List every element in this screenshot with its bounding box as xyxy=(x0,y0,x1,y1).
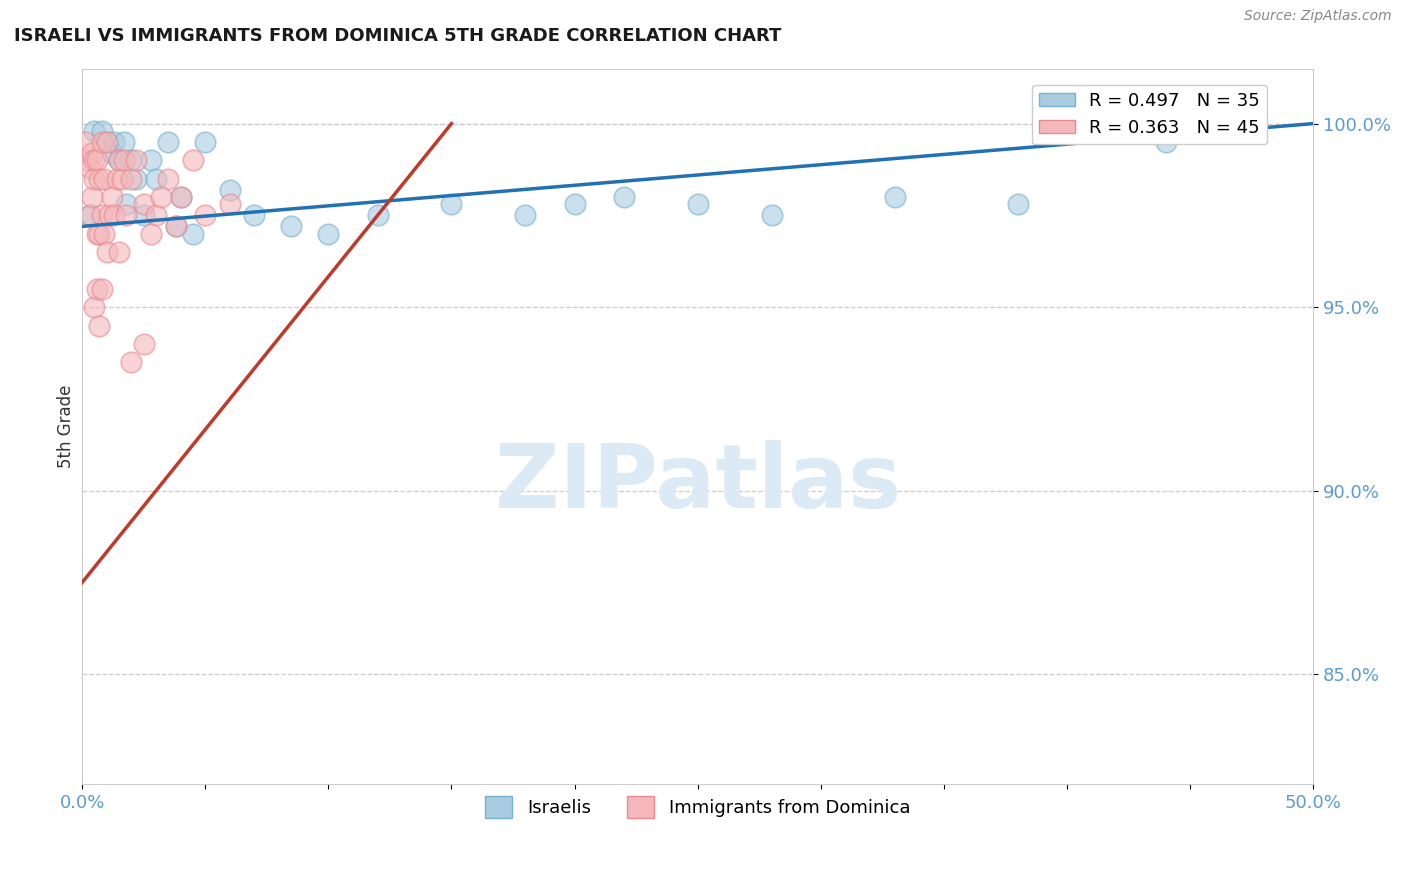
Point xyxy=(93,227,115,241)
Point xyxy=(90,208,112,222)
Point xyxy=(149,190,172,204)
Point xyxy=(96,135,118,149)
Point xyxy=(79,161,101,175)
Point xyxy=(181,227,204,241)
Point xyxy=(98,208,121,222)
Point xyxy=(157,135,180,149)
Point xyxy=(83,300,105,314)
Point xyxy=(165,219,187,234)
Point xyxy=(83,124,105,138)
Point xyxy=(120,171,142,186)
Point xyxy=(125,171,148,186)
Point xyxy=(125,153,148,168)
Text: Source: ZipAtlas.com: Source: ZipAtlas.com xyxy=(1244,9,1392,23)
Y-axis label: 5th Grade: 5th Grade xyxy=(58,384,75,468)
Point xyxy=(613,190,636,204)
Point xyxy=(96,245,118,260)
Point xyxy=(761,208,783,222)
Point xyxy=(169,190,191,204)
Point xyxy=(100,190,122,204)
Point xyxy=(515,208,537,222)
Point xyxy=(1080,124,1102,138)
Point xyxy=(367,208,389,222)
Point xyxy=(112,153,135,168)
Point xyxy=(1007,197,1029,211)
Point xyxy=(79,208,101,222)
Point xyxy=(79,208,101,222)
Point xyxy=(132,197,155,211)
Point xyxy=(112,135,135,149)
Point xyxy=(1204,124,1226,138)
Point xyxy=(139,153,162,168)
Point xyxy=(110,171,132,186)
Text: ZIPatlas: ZIPatlas xyxy=(495,441,901,527)
Point xyxy=(157,171,180,186)
Point xyxy=(145,171,167,186)
Point xyxy=(80,145,103,160)
Point xyxy=(218,183,240,197)
Point xyxy=(100,145,122,160)
Point xyxy=(89,318,111,333)
Point xyxy=(76,153,98,168)
Point xyxy=(89,171,111,186)
Point xyxy=(86,227,108,241)
Point xyxy=(115,197,138,211)
Point xyxy=(686,197,709,211)
Point xyxy=(120,355,142,369)
Point xyxy=(243,208,266,222)
Point xyxy=(194,135,217,149)
Point xyxy=(83,153,105,168)
Point xyxy=(1154,135,1177,149)
Point xyxy=(105,171,128,186)
Point xyxy=(218,197,240,211)
Point xyxy=(103,208,125,222)
Point xyxy=(181,153,204,168)
Point xyxy=(132,337,155,351)
Point xyxy=(90,124,112,138)
Point xyxy=(280,219,302,234)
Point xyxy=(108,153,131,168)
Point xyxy=(80,190,103,204)
Point xyxy=(86,153,108,168)
Point xyxy=(73,135,96,149)
Point xyxy=(108,245,131,260)
Point xyxy=(90,282,112,296)
Point xyxy=(564,197,586,211)
Point xyxy=(165,219,187,234)
Point xyxy=(883,190,905,204)
Point xyxy=(139,227,162,241)
Point xyxy=(103,135,125,149)
Point xyxy=(120,153,142,168)
Point xyxy=(115,208,138,222)
Point xyxy=(318,227,340,241)
Point xyxy=(96,135,118,149)
Point xyxy=(194,208,217,222)
Legend: Israelis, Immigrants from Dominica: Israelis, Immigrants from Dominica xyxy=(478,789,917,825)
Point xyxy=(169,190,191,204)
Point xyxy=(90,135,112,149)
Point xyxy=(132,208,155,222)
Point xyxy=(145,208,167,222)
Point xyxy=(89,227,111,241)
Point xyxy=(93,171,115,186)
Point xyxy=(440,197,463,211)
Point xyxy=(86,282,108,296)
Point xyxy=(83,171,105,186)
Text: ISRAELI VS IMMIGRANTS FROM DOMINICA 5TH GRADE CORRELATION CHART: ISRAELI VS IMMIGRANTS FROM DOMINICA 5TH … xyxy=(14,27,782,45)
Point xyxy=(108,153,131,168)
